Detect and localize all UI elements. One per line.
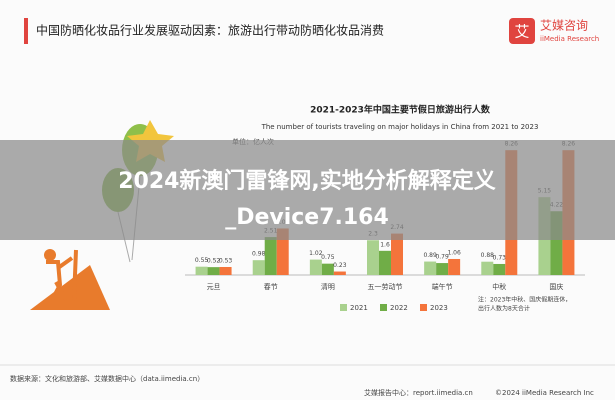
legend-swatch [380, 304, 387, 311]
value-label: 0.75 [321, 254, 335, 261]
bar [333, 271, 346, 275]
legend-label: 2022 [390, 304, 408, 312]
logo-cn: 艾媒咨询 [540, 18, 588, 33]
accent [24, 18, 28, 44]
bar [493, 263, 506, 275]
value-label: 0.98 [252, 251, 266, 258]
bar [276, 228, 289, 275]
bar [448, 258, 461, 275]
bar [436, 263, 449, 275]
x-tick-label: 清明 [321, 282, 335, 291]
logo-mark: 艾 [514, 23, 529, 41]
value-label: 1.02 [309, 250, 323, 257]
bar [252, 260, 265, 275]
bar [321, 263, 334, 275]
note: 出行人数为8天合计 [478, 305, 530, 313]
x-tick-label: 春节 [264, 282, 278, 291]
value-label: 0.89 [423, 252, 437, 259]
bar [207, 267, 220, 275]
legend-label: 2021 [350, 304, 368, 312]
bar [379, 250, 391, 275]
bar [367, 240, 379, 275]
bar [424, 261, 437, 275]
value-label: 1.6 [380, 241, 390, 248]
x-tick-label: 五一劳动节 [368, 282, 403, 291]
bar [219, 266, 232, 275]
logo-en: iiMedia Research [540, 35, 599, 43]
bar [195, 266, 208, 275]
value-label: 1.06 [447, 249, 461, 256]
x-tick-label: 国庆 [549, 282, 563, 291]
bar [264, 237, 277, 275]
value-label: 0.88 [481, 252, 495, 259]
value-label: 0.79 [435, 254, 449, 261]
bar [309, 259, 322, 275]
banner [0, 140, 615, 240]
x-tick-label: 元旦 [207, 283, 221, 291]
value-label: 0.55 [195, 257, 209, 264]
banner-line1: 2024新澳门雷锋网,实地分析解释定义 [118, 168, 496, 194]
bar [391, 233, 403, 275]
chart-subtitle: The number of tourists traveling on majo… [261, 123, 539, 131]
banner-line2: _Device7.164 [225, 205, 389, 230]
value-label: 0.53 [219, 257, 233, 264]
chart-title: 2021-2023年中国主要节假日旅游出行人数 [310, 104, 491, 116]
legend-label: 2023 [430, 304, 448, 312]
legend-swatch [340, 304, 347, 311]
source: 数据来源：文化和旅游部、艾媒数据中心（data.iimedia.cn） [10, 374, 204, 383]
note: 注：2023年中秋、国庆假期连休， [478, 296, 571, 304]
x-tick-label: 端午节 [432, 282, 453, 291]
value-label: 0.23 [333, 262, 347, 269]
header-title: 中国防晒化妆品行业发展驱动因素：旅游出行带动防晒化妆品消费 [36, 23, 384, 38]
bar [481, 261, 494, 275]
legend-swatch [420, 304, 427, 311]
x-tick-label: 中秋 [492, 282, 506, 291]
copyright: ©2024 iiMedia Research Inc [495, 389, 594, 397]
value-label: 0.52 [207, 258, 221, 265]
logo-box [509, 18, 535, 44]
value-label: 0.73 [493, 254, 507, 261]
report-center: 艾媒报告中心：report.iimedia.cn [364, 388, 473, 397]
